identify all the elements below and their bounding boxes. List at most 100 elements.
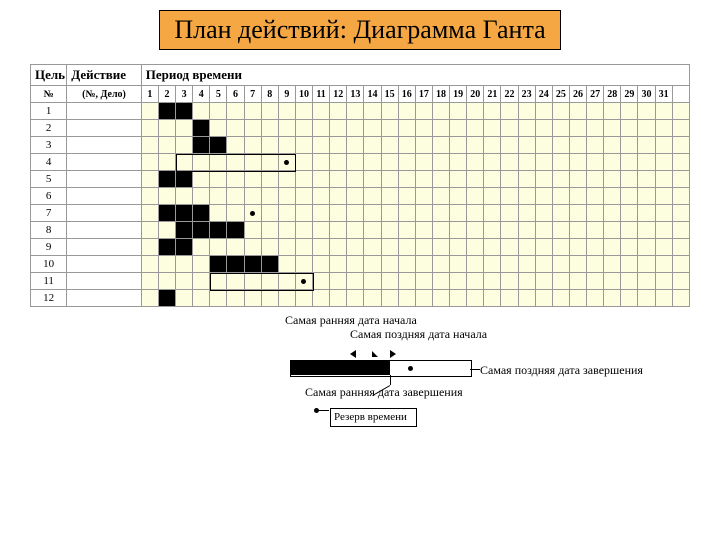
gantt-cell xyxy=(552,171,569,188)
gantt-cell xyxy=(587,256,604,273)
time-col-20: 20 xyxy=(467,86,484,103)
gantt-bar xyxy=(261,256,278,273)
gantt-cell xyxy=(621,188,638,205)
gantt-cell xyxy=(638,222,655,239)
gantt-cell xyxy=(244,171,261,188)
gantt-cell xyxy=(518,154,535,171)
gantt-cell xyxy=(604,171,621,188)
gantt-cell xyxy=(176,154,193,171)
gantt-cell xyxy=(638,239,655,256)
gantt-cell xyxy=(518,222,535,239)
time-col-6: 6 xyxy=(227,86,244,103)
gantt-cell xyxy=(569,239,586,256)
gantt-cell xyxy=(587,103,604,120)
gantt-cell xyxy=(278,222,295,239)
gantt-cell xyxy=(450,222,467,239)
gantt-cell xyxy=(518,137,535,154)
row-action-4 xyxy=(67,154,142,171)
gantt-cell xyxy=(432,205,449,222)
gantt-cell xyxy=(295,239,312,256)
time-col-31: 31 xyxy=(655,86,672,103)
gantt-cell xyxy=(672,222,689,239)
time-col-14: 14 xyxy=(364,86,381,103)
gantt-cell xyxy=(330,154,347,171)
row-action-11 xyxy=(67,273,142,290)
gantt-cell xyxy=(278,239,295,256)
row-num-10: 10 xyxy=(31,256,67,273)
gantt-cell xyxy=(193,103,210,120)
time-col-19: 19 xyxy=(450,86,467,103)
gantt-cell xyxy=(518,188,535,205)
gantt-bar xyxy=(176,239,193,256)
row-num-2: 2 xyxy=(31,120,67,137)
gantt-cell xyxy=(501,103,518,120)
gantt-cell xyxy=(398,222,415,239)
gantt-cell xyxy=(141,222,158,239)
gantt-cell xyxy=(621,273,638,290)
row-num-3: 3 xyxy=(31,137,67,154)
gantt-cell xyxy=(604,188,621,205)
gantt-cell xyxy=(210,205,227,222)
gantt-cell xyxy=(604,273,621,290)
gantt-cell xyxy=(518,239,535,256)
gantt-cell xyxy=(587,222,604,239)
gantt-cell xyxy=(415,205,432,222)
gantt-cell xyxy=(467,222,484,239)
gantt-bar xyxy=(227,256,244,273)
gantt-cell xyxy=(501,188,518,205)
gantt-cell xyxy=(450,154,467,171)
gantt-cell xyxy=(535,273,552,290)
gantt-cell xyxy=(501,137,518,154)
gantt-cell xyxy=(141,256,158,273)
legend-latest-finish: Самая поздняя дата завершения xyxy=(480,363,643,378)
gantt-cell xyxy=(141,154,158,171)
gantt-cell xyxy=(569,137,586,154)
gantt-cell xyxy=(501,205,518,222)
gantt-bar xyxy=(193,137,210,154)
gantt-cell xyxy=(381,171,398,188)
gantt-cell xyxy=(364,256,381,273)
gantt-chart: ЦельДействиеПериод времени№(№, Дело)1234… xyxy=(30,64,690,307)
gantt-cell xyxy=(261,222,278,239)
row-action-8 xyxy=(67,222,142,239)
gantt-cell xyxy=(484,154,501,171)
gantt-cell xyxy=(244,290,261,307)
gantt-cell xyxy=(535,222,552,239)
gantt-cell xyxy=(227,290,244,307)
gantt-cell xyxy=(330,188,347,205)
gantt-cell xyxy=(672,103,689,120)
gantt-cell xyxy=(484,171,501,188)
gantt-cell xyxy=(484,222,501,239)
gantt-cell xyxy=(210,120,227,137)
gantt-cell xyxy=(141,205,158,222)
gantt-cell xyxy=(518,205,535,222)
gantt-cell xyxy=(176,120,193,137)
gantt-cell xyxy=(210,290,227,307)
gantt-cell xyxy=(347,137,364,154)
gantt-cell xyxy=(638,273,655,290)
gantt-cell xyxy=(655,239,672,256)
gantt-cell xyxy=(278,290,295,307)
gantt-cell xyxy=(672,256,689,273)
gantt-cell xyxy=(313,154,330,171)
gantt-cell xyxy=(278,188,295,205)
gantt-cell xyxy=(261,239,278,256)
gantt-cell xyxy=(347,273,364,290)
hdr-period: Период времени xyxy=(141,65,689,86)
gantt-cell xyxy=(381,239,398,256)
gantt-cell xyxy=(638,256,655,273)
gantt-cell xyxy=(672,171,689,188)
gantt-cell xyxy=(398,137,415,154)
gantt-cell xyxy=(364,120,381,137)
gantt-cell xyxy=(398,205,415,222)
gantt-cell xyxy=(569,103,586,120)
gantt-cell xyxy=(655,188,672,205)
gantt-cell xyxy=(587,239,604,256)
gantt-cell xyxy=(347,120,364,137)
gantt-cell xyxy=(313,188,330,205)
gantt-cell xyxy=(569,120,586,137)
time-col-29: 29 xyxy=(621,86,638,103)
gantt-cell xyxy=(347,103,364,120)
gantt-cell xyxy=(330,103,347,120)
gantt-cell xyxy=(655,256,672,273)
